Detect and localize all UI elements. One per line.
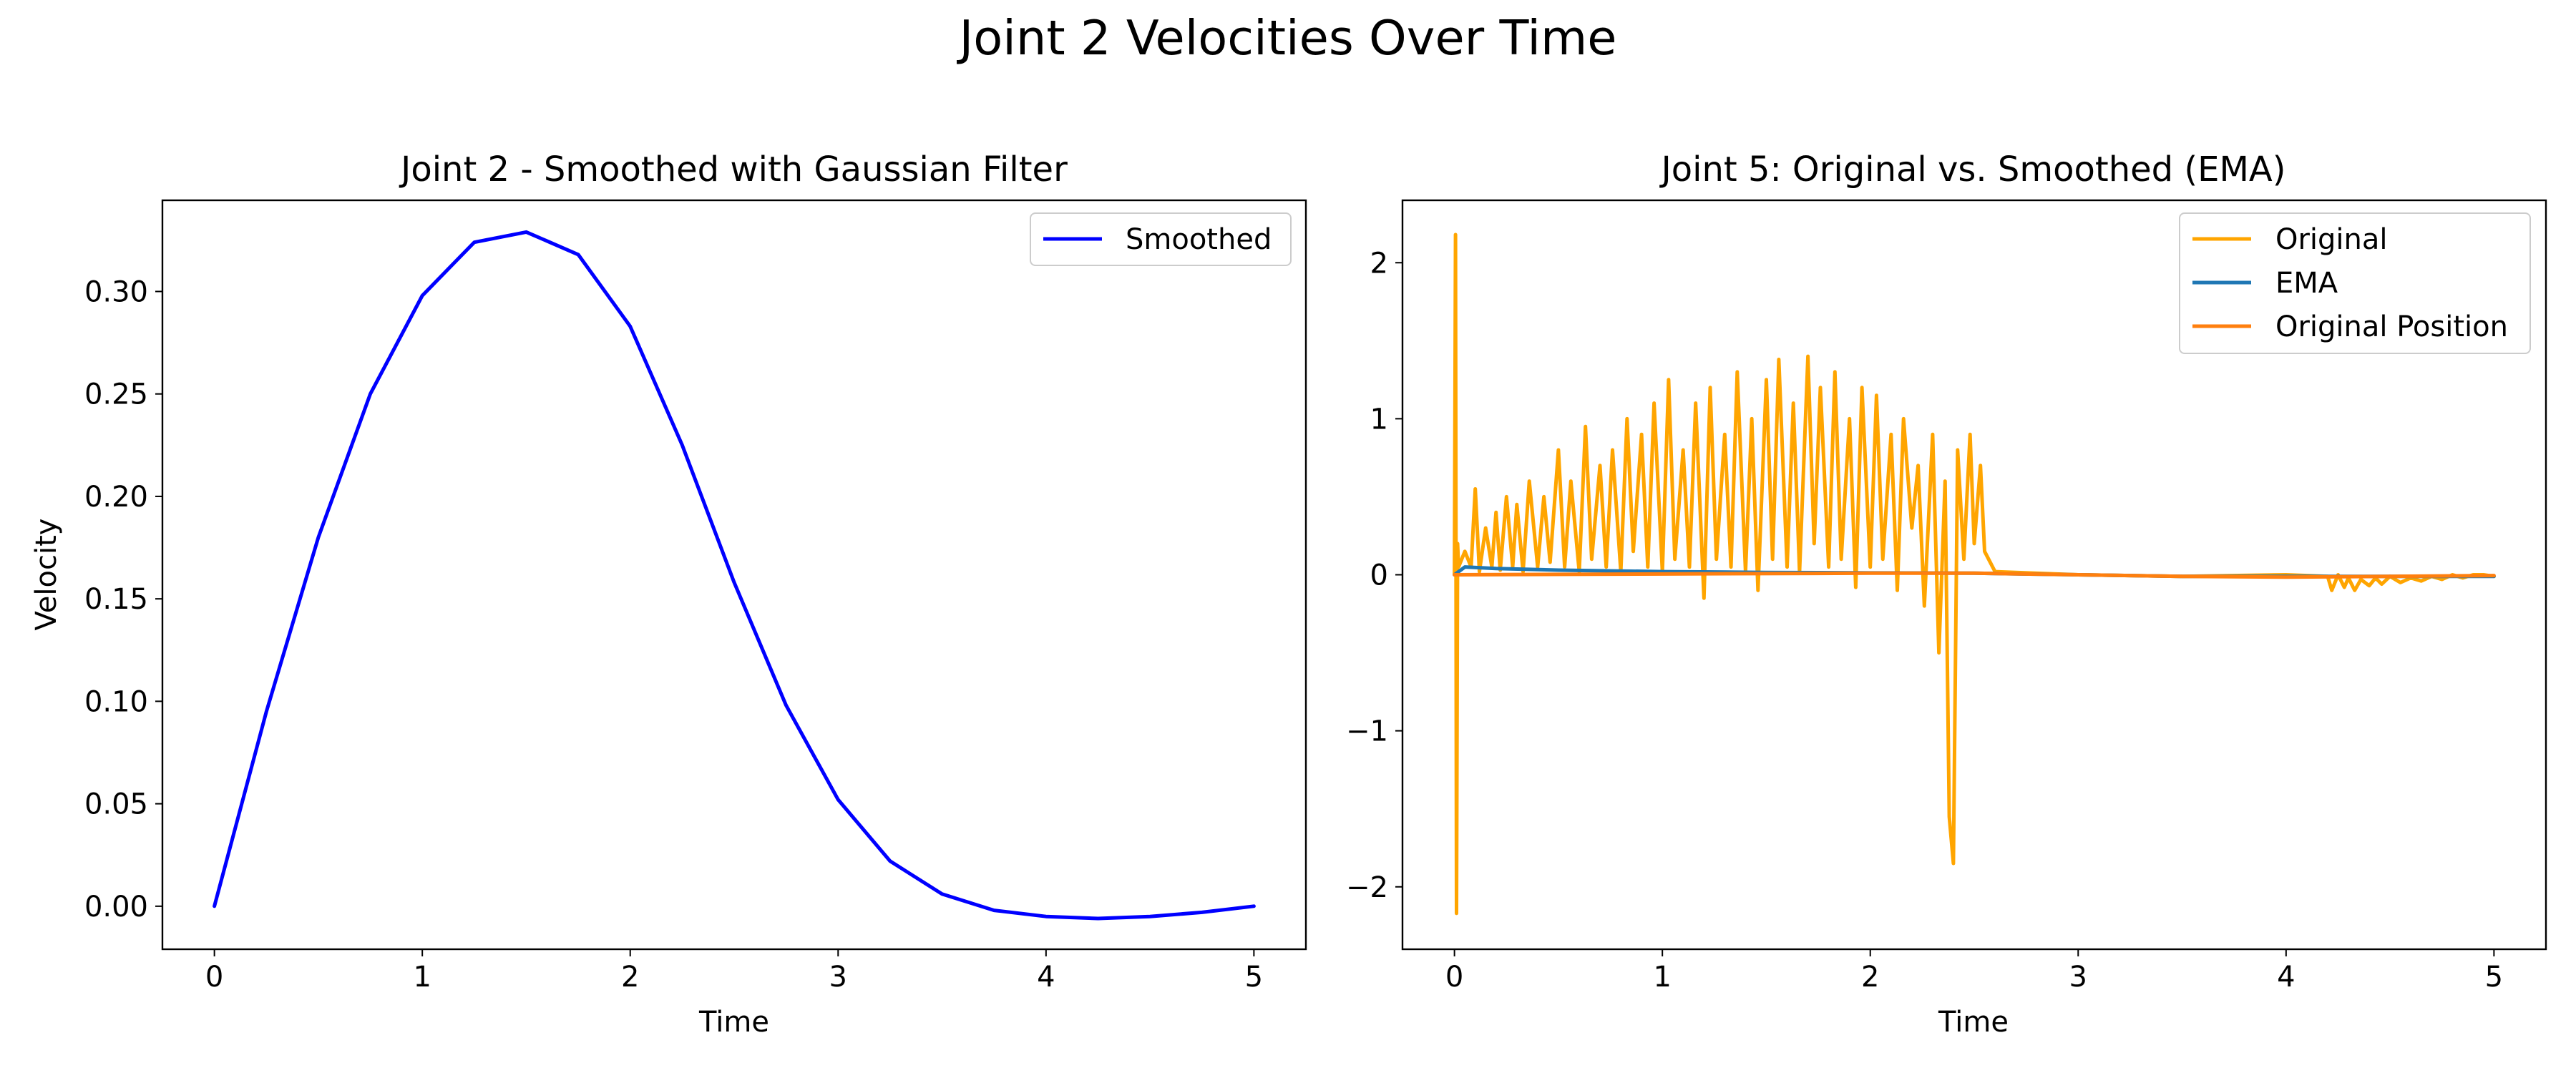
right-x-tick-label: 3 xyxy=(2069,961,2087,994)
left-x-axis-label: Time xyxy=(698,1006,769,1039)
left-legend-label-smoothed: Smoothed xyxy=(1126,223,1272,256)
left-axes: Joint 2 - Smoothed with Gaussian Filter … xyxy=(30,150,1307,1039)
right-axes-title: Joint 5: Original vs. Smoothed (EMA) xyxy=(1659,150,2286,190)
right-legend: Original EMA Original Position xyxy=(2179,212,2531,354)
left-plot-frame xyxy=(161,199,1307,951)
left-x-tick-label: 4 xyxy=(1037,961,1055,994)
left-x-tick-label: 5 xyxy=(1245,961,1263,994)
left-y-tick-label: 0.10 xyxy=(84,685,148,718)
right-series-line-original-position xyxy=(1453,571,2496,579)
right-y-ticks: −2 −1 0 1 2 xyxy=(1346,247,1402,904)
right-x-tick-label: 0 xyxy=(1445,961,1463,994)
left-y-axis-label: Velocity xyxy=(30,519,63,631)
right-x-axis-label: Time xyxy=(1938,1006,2009,1039)
right-y-tick-label: −1 xyxy=(1346,715,1388,748)
right-x-tick-label: 4 xyxy=(2277,961,2295,994)
right-y-tick-label: 0 xyxy=(1370,559,1388,592)
right-legend-box xyxy=(2179,212,2531,354)
figure-suptitle: Joint 2 Velocities Over Time xyxy=(959,10,1617,66)
right-y-tick-label: −2 xyxy=(1346,871,1388,904)
right-x-ticks: 0 1 2 3 4 5 xyxy=(1445,949,2503,994)
left-x-ticks: 0 1 2 3 4 5 xyxy=(205,949,1263,994)
right-axes: Joint 5: Original vs. Smoothed (EMA) 0 1 2… xyxy=(1346,150,2547,1039)
right-y-tick-label: 2 xyxy=(1370,247,1388,280)
left-y-tick-label: 0.20 xyxy=(84,481,148,514)
left-y-tick-label: 0.00 xyxy=(84,891,148,923)
left-y-tick-label: 0.30 xyxy=(84,275,148,308)
right-legend-label-ema: EMA xyxy=(2275,267,2338,300)
left-legend-box xyxy=(1030,212,1292,266)
left-y-ticks: 0.00 0.05 0.10 0.15 0.20 0.25 0.30 xyxy=(84,275,162,923)
left-legend: Smoothed xyxy=(1030,212,1292,266)
left-x-tick-label: 1 xyxy=(413,961,431,994)
left-y-tick-label: 0.15 xyxy=(84,583,148,616)
right-y-tick-label: 1 xyxy=(1370,403,1388,436)
left-x-tick-label: 3 xyxy=(829,961,847,994)
left-x-tick-label: 0 xyxy=(205,961,223,994)
right-series xyxy=(1453,232,2496,916)
right-legend-label-original-position: Original Position xyxy=(2275,310,2508,343)
left-y-tick-label: 0.25 xyxy=(84,378,148,411)
left-y-tick-label: 0.05 xyxy=(84,788,148,821)
right-legend-label-original: Original xyxy=(2275,223,2388,256)
right-x-tick-label: 1 xyxy=(1653,961,1671,994)
right-x-tick-label: 2 xyxy=(1861,961,1879,994)
right-x-tick-label: 5 xyxy=(2485,961,2503,994)
left-axes-title: Joint 2 - Smoothed with Gaussian Filter xyxy=(399,150,1068,190)
right-series-line-original xyxy=(1453,232,2496,916)
left-x-tick-label: 2 xyxy=(621,961,639,994)
left-series xyxy=(213,230,1256,921)
left-series-line-smoothed xyxy=(213,230,1256,921)
